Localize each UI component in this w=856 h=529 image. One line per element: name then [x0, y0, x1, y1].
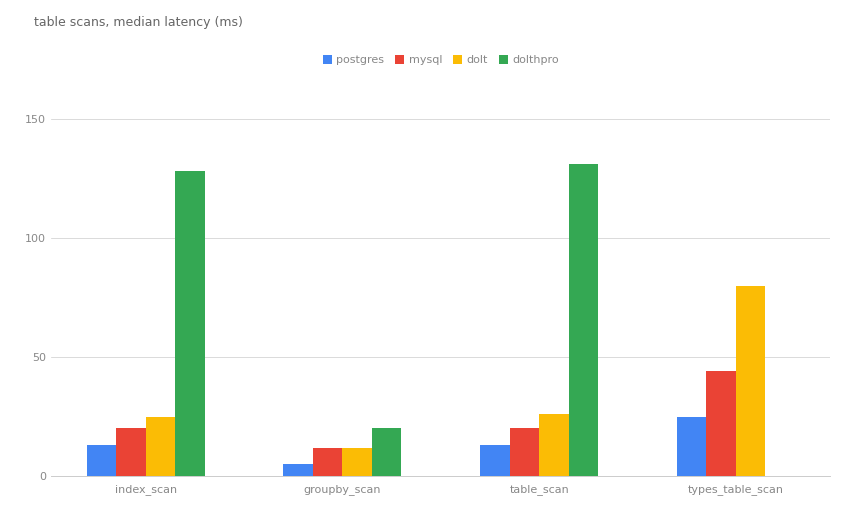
Bar	[175, 171, 205, 476]
Bar	[116, 428, 146, 476]
Bar	[539, 414, 568, 476]
Legend: postgres, mysql, dolt, dolthpro: postgres, mysql, dolt, dolthpro	[323, 55, 559, 65]
Bar	[736, 286, 765, 476]
Bar	[342, 448, 372, 476]
Bar	[509, 428, 539, 476]
Bar	[146, 417, 175, 476]
Text: table scans, median latency (ms): table scans, median latency (ms)	[34, 16, 243, 29]
Bar	[283, 464, 313, 476]
Bar	[372, 428, 401, 476]
Bar	[86, 445, 116, 476]
Bar	[313, 448, 342, 476]
Bar	[480, 445, 509, 476]
Bar	[568, 164, 598, 476]
Bar	[706, 371, 736, 476]
Bar	[677, 417, 706, 476]
